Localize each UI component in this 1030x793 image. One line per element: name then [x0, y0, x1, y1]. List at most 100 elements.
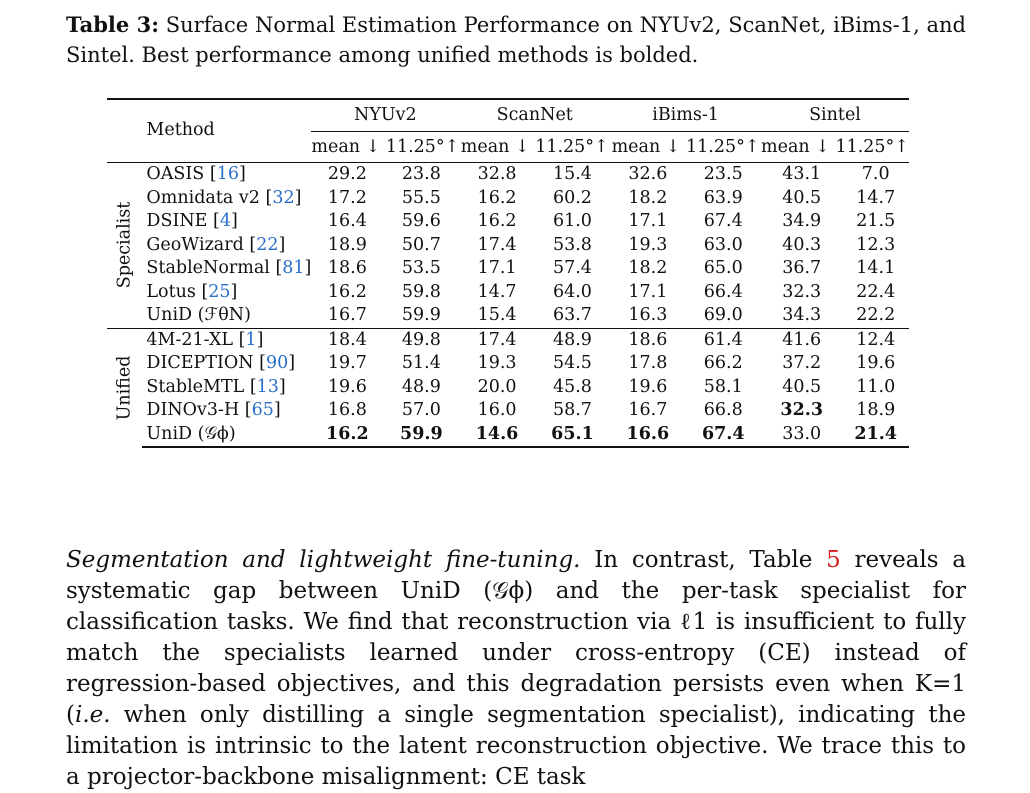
value-cell: 57.4 [552, 258, 592, 278]
value-cell: 12.4 [842, 327, 909, 352]
method-label: UniD (ℱθN) [146, 305, 251, 325]
group-label: Specialist [113, 201, 134, 289]
table-row: UniD (𝒢ϕ) 16.2 59.9 14.6 65.1 16.6 67.4 33.0 21.… [107, 422, 909, 448]
paragraph-text: In contrast, Table [580, 547, 827, 573]
citation-link[interactable]: 22 [256, 234, 279, 255]
value-cell: 33.0 [760, 422, 843, 448]
value-cell: 16.2 [311, 422, 384, 448]
value-cell: 32.3 [780, 400, 824, 420]
citation-link[interactable]: 81 [282, 258, 305, 278]
value-cell: 19.7 [327, 353, 367, 373]
value-cell: 40.5 [782, 187, 822, 208]
method-name: Omnidata v2 [32] [146, 187, 302, 208]
value-cell: 53.5 [401, 258, 441, 278]
citation-link[interactable]: 65 [251, 400, 274, 420]
value-cell: 41.6 [760, 327, 843, 352]
value-cell: 59.6 [401, 211, 441, 231]
value-cell: 16.0 [477, 400, 517, 420]
method-label: StableMTL [146, 376, 245, 397]
method-label: UniD (𝒢ϕ) [146, 423, 236, 444]
metric-header: mean ↓ 11.25°↑ [460, 136, 609, 157]
value-cell: 51.4 [401, 353, 441, 373]
value-cell: 49.8 [383, 327, 460, 352]
value-cell: 14.1 [856, 258, 896, 278]
method-label: DSINE [146, 211, 208, 231]
value-cell: 65.1 [534, 422, 611, 448]
value-cell: 45.8 [552, 376, 592, 397]
value-cell: 54.5 [552, 353, 592, 373]
value-cell: 18.9 [327, 234, 367, 255]
method-label: Omnidata v2 [146, 187, 260, 208]
method-header: Method [142, 98, 312, 163]
method-name: DICEPTION [90] [146, 353, 296, 373]
value-cell: 65.0 [703, 258, 743, 278]
paragraph-text: when only distilling a single segmentati… [66, 702, 966, 790]
method-name: StableMTL [13] [146, 376, 286, 397]
value-cell: 34.9 [782, 211, 822, 231]
body-paragraph: Segmentation and lightweight fine-tuning… [66, 545, 966, 793]
method-name: OASIS [16] [142, 162, 312, 187]
paragraph-lead: Segmentation and lightweight fine-tuning… [66, 547, 581, 573]
method-name: StableNormal [81] [146, 258, 312, 278]
dataset-header: Sintel [760, 98, 909, 132]
citation-link[interactable]: 32 [272, 187, 295, 208]
value-cell: 34.3 [782, 305, 822, 325]
value-cell: 17.4 [459, 327, 535, 352]
value-cell: 63.9 [703, 187, 743, 208]
method-name: Lotus [25] [146, 281, 238, 302]
value-cell: 64.0 [552, 281, 592, 302]
dataset-header: NYUv2 [311, 98, 460, 132]
method-label: 4M-21-XL [146, 329, 234, 350]
value-cell: 17.1 [628, 211, 668, 231]
value-cell: 19.6 [628, 376, 668, 397]
value-cell: 48.9 [401, 376, 441, 397]
group-label: Unified [113, 355, 134, 421]
table-reference-link[interactable]: 5 [826, 547, 841, 573]
caption-label: Table 3: [66, 12, 159, 37]
table-row: StableMTL [13] 19.6 48.9 20.0 45.8 19.6 58.1 40… [107, 376, 909, 400]
value-cell: 18.2 [628, 187, 668, 208]
paragraph-abbrev: i.e. [74, 702, 111, 728]
value-cell: 14.7 [477, 281, 517, 302]
citation-link[interactable]: 1 [245, 329, 257, 350]
value-cell: 18.9 [856, 400, 896, 420]
value-cell: 19.6 [327, 376, 367, 397]
value-cell: 17.1 [477, 258, 517, 278]
value-cell: 23.8 [383, 162, 460, 187]
citation-link[interactable]: 13 [256, 376, 279, 397]
method-label: GeoWizard [146, 234, 244, 255]
value-cell: 16.2 [327, 281, 367, 302]
value-cell: 7.0 [842, 162, 909, 187]
citation-link[interactable]: 90 [265, 353, 289, 373]
value-cell: 16.6 [610, 422, 686, 448]
value-cell: 59.9 [383, 422, 460, 448]
value-cell: 17.8 [628, 353, 668, 373]
value-cell: 18.4 [311, 327, 384, 352]
value-cell: 32.6 [610, 162, 686, 187]
value-cell: 50.7 [401, 234, 441, 255]
value-cell: 19.3 [628, 234, 668, 255]
value-cell: 60.2 [552, 187, 592, 208]
method-label: Lotus [146, 281, 196, 302]
value-cell: 16.2 [477, 211, 517, 231]
value-cell: 53.8 [552, 234, 592, 255]
citation-link[interactable]: 16 [216, 164, 239, 184]
value-cell: 37.2 [782, 353, 822, 373]
value-cell: 21.5 [856, 211, 896, 231]
value-cell: 69.0 [703, 305, 743, 325]
method-name: DSINE [4] [146, 211, 238, 231]
value-cell: 59.8 [401, 281, 441, 302]
table-row: UniD (ℱθN) 16.7 59.9 15.4 63.7 16.3 69.0 34.3 22… [107, 304, 909, 328]
value-cell: 18.2 [628, 258, 668, 278]
value-cell: 66.8 [703, 400, 743, 420]
value-cell: 18.6 [610, 327, 686, 352]
table-row: DICEPTION [90] 19.7 51.4 19.3 54.5 17.8 66.2 37… [107, 352, 909, 376]
citation-link[interactable]: 25 [208, 281, 231, 302]
table-row: DINOv3-H [65] 16.8 57.0 16.0 58.7 16.7 66.8 32.… [107, 399, 909, 423]
header-row: Method NYUv2 ScanNet iBims-1 Sintel [107, 98, 909, 163]
method-name: DINOv3-H [65] [146, 400, 281, 420]
method-name: 4M-21-XL [1] [142, 327, 312, 352]
citation-link[interactable]: 4 [219, 211, 231, 231]
value-cell: 32.3 [782, 281, 822, 302]
value-cell: 63.0 [703, 234, 743, 255]
